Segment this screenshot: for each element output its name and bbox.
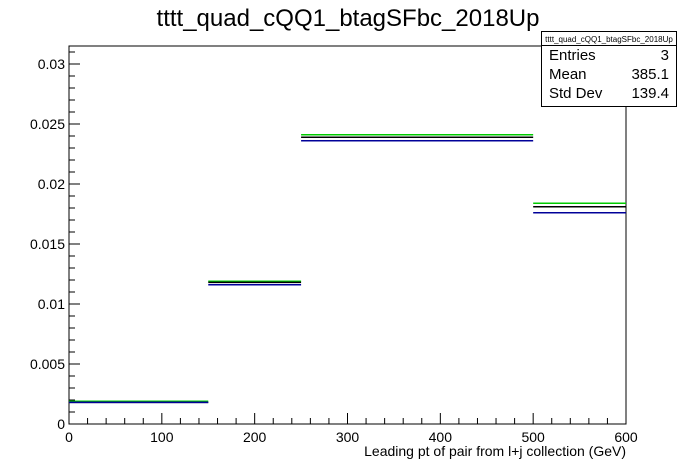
x-tick-label: 500 [521, 429, 545, 445]
stats-row-entries: Entries 3 [542, 46, 676, 65]
x-tick-label: 600 [614, 429, 638, 445]
x-tick-label: 0 [65, 429, 73, 445]
y-tick-label: 0.03 [38, 56, 65, 72]
stats-label: Entries [549, 47, 596, 64]
stats-value: 385.1 [631, 66, 669, 83]
stats-label: Std Dev [549, 85, 603, 102]
histogram-series [69, 134, 626, 404]
y-axis: 0 0.005 0.01 0.015 0.02 0.025 0.03 [30, 51, 80, 432]
stats-value: 139.4 [631, 85, 669, 102]
y-tick-label: 0.015 [30, 236, 65, 252]
y-tick-label: 0.005 [30, 356, 65, 372]
x-tick-label: 400 [429, 429, 453, 445]
x-tick-label: 100 [150, 429, 174, 445]
stats-row-stddev: Std Dev 139.4 [542, 84, 676, 103]
stats-label: Mean [549, 66, 587, 83]
y-tick-label: 0.01 [38, 296, 65, 312]
chart-title: tttt_quad_cQQ1_btagSFbc_2018Up [157, 5, 540, 32]
stats-box: tttt_quad_cQQ1_btagSFbc_2018Up Entries 3… [541, 31, 677, 107]
stats-row-mean: Mean 385.1 [542, 65, 676, 84]
stats-value: 3 [660, 47, 669, 64]
stats-title: tttt_quad_cQQ1_btagSFbc_2018Up [542, 32, 676, 46]
x-axis: 0 100 200 300 400 500 600 [65, 413, 638, 445]
y-tick-label: 0 [57, 416, 65, 432]
y-tick-label: 0.02 [38, 176, 65, 192]
y-tick-label: 0.025 [30, 116, 65, 132]
x-tick-label: 200 [243, 429, 267, 445]
x-tick-label: 300 [336, 429, 360, 445]
x-axis-label: Leading pt of pair from l+j collection (… [364, 443, 626, 459]
